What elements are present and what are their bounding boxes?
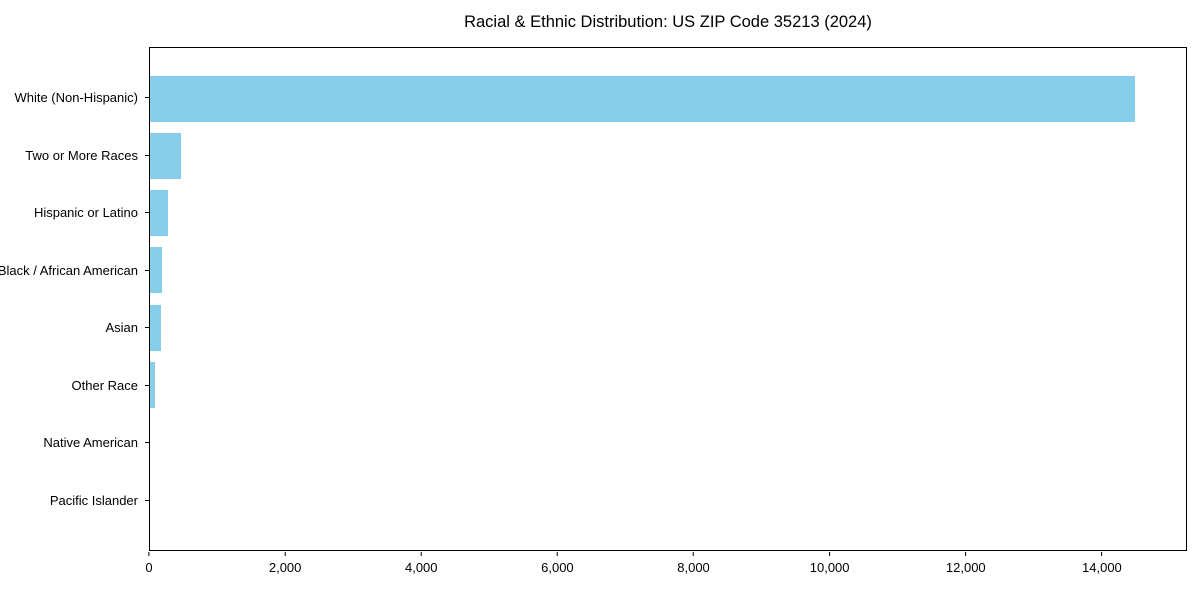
y-tick-label: Black / African American xyxy=(0,262,138,278)
bar-row xyxy=(150,299,1186,356)
y-tick-label: Two or More Races xyxy=(25,147,138,163)
bar-row xyxy=(150,127,1186,184)
bar-row xyxy=(150,70,1186,127)
x-tick-label: 6,000 xyxy=(541,560,574,575)
y-label-row: White (Non-Hispanic) xyxy=(0,69,149,127)
y-tick-mark xyxy=(145,499,149,501)
x-tick-mark xyxy=(693,552,695,556)
y-tick-mark xyxy=(145,97,149,99)
x-tick-label: 10,000 xyxy=(809,560,850,575)
chart-title: Racial & Ethnic Distribution: US ZIP Cod… xyxy=(464,13,872,31)
x-tick: 2,000 xyxy=(268,552,302,575)
y-label-row: Asian xyxy=(0,299,149,357)
x-tick-label: 4,000 xyxy=(404,560,438,575)
y-label-row: Other Race xyxy=(0,357,149,415)
x-axis: 0 2,000 4,000 6,000 8,000 10,000 12,000 14,000 xyxy=(145,552,1187,592)
plot-area xyxy=(149,47,1187,551)
x-tick-label: 12,000 xyxy=(945,560,986,575)
y-tick-label: White (Non-Hispanic) xyxy=(14,90,138,106)
y-tick-label: Pacific Islander xyxy=(49,492,138,508)
x-tick: 14,000 xyxy=(1082,552,1122,575)
bar-row xyxy=(150,242,1186,299)
x-tick-mark xyxy=(284,552,286,556)
bars-area xyxy=(150,48,1186,550)
y-tick-label: Asian xyxy=(105,320,138,336)
y-tick-label: Native American xyxy=(43,435,138,451)
bar xyxy=(150,190,169,237)
y-axis-labels: White (Non-Hispanic) Two or More Races His… xyxy=(0,47,149,551)
x-tick-label: 8,000 xyxy=(677,560,710,575)
bar-row xyxy=(150,471,1186,528)
bar xyxy=(150,75,1136,122)
x-tick: 10,000 xyxy=(810,552,850,575)
bar xyxy=(150,361,156,408)
bar xyxy=(150,132,181,179)
bar-row xyxy=(150,185,1186,242)
y-label-row: Black / African American xyxy=(0,242,149,300)
y-tick-mark xyxy=(145,154,149,156)
x-tick-label: 14,000 xyxy=(1082,560,1122,575)
x-tick-mark xyxy=(420,552,422,556)
y-tick-mark xyxy=(145,212,149,214)
x-tick: 6,000 xyxy=(541,552,574,575)
y-tick-label: Other Race xyxy=(71,377,138,393)
y-label-row: Hispanic or Latino xyxy=(0,184,149,242)
x-tick: 12,000 xyxy=(946,552,986,575)
y-tick-mark xyxy=(145,327,149,329)
y-tick-mark xyxy=(145,442,149,444)
x-tick-label: 2,000 xyxy=(268,560,302,575)
x-tick-mark xyxy=(556,552,558,556)
bar xyxy=(150,247,162,294)
x-tick-label: 0 xyxy=(145,560,153,575)
bar-row xyxy=(150,356,1186,413)
y-label-row: Two or More Races xyxy=(0,127,149,185)
bar xyxy=(150,304,161,351)
x-tick-mark xyxy=(965,552,967,556)
y-label-row: Native American xyxy=(0,414,149,472)
x-tick: 0 xyxy=(145,552,153,575)
x-tick-mark xyxy=(148,552,150,556)
x-tick: 8,000 xyxy=(677,552,710,575)
y-tick-mark xyxy=(145,384,149,386)
x-tick: 4,000 xyxy=(405,552,438,575)
y-tick-mark xyxy=(145,269,149,271)
x-tick-mark xyxy=(829,552,831,556)
x-tick-mark xyxy=(1101,552,1103,556)
y-label-row: Pacific Islander xyxy=(0,472,149,530)
bar-row xyxy=(150,414,1186,471)
y-tick-label: Hispanic or Latino xyxy=(33,205,138,221)
